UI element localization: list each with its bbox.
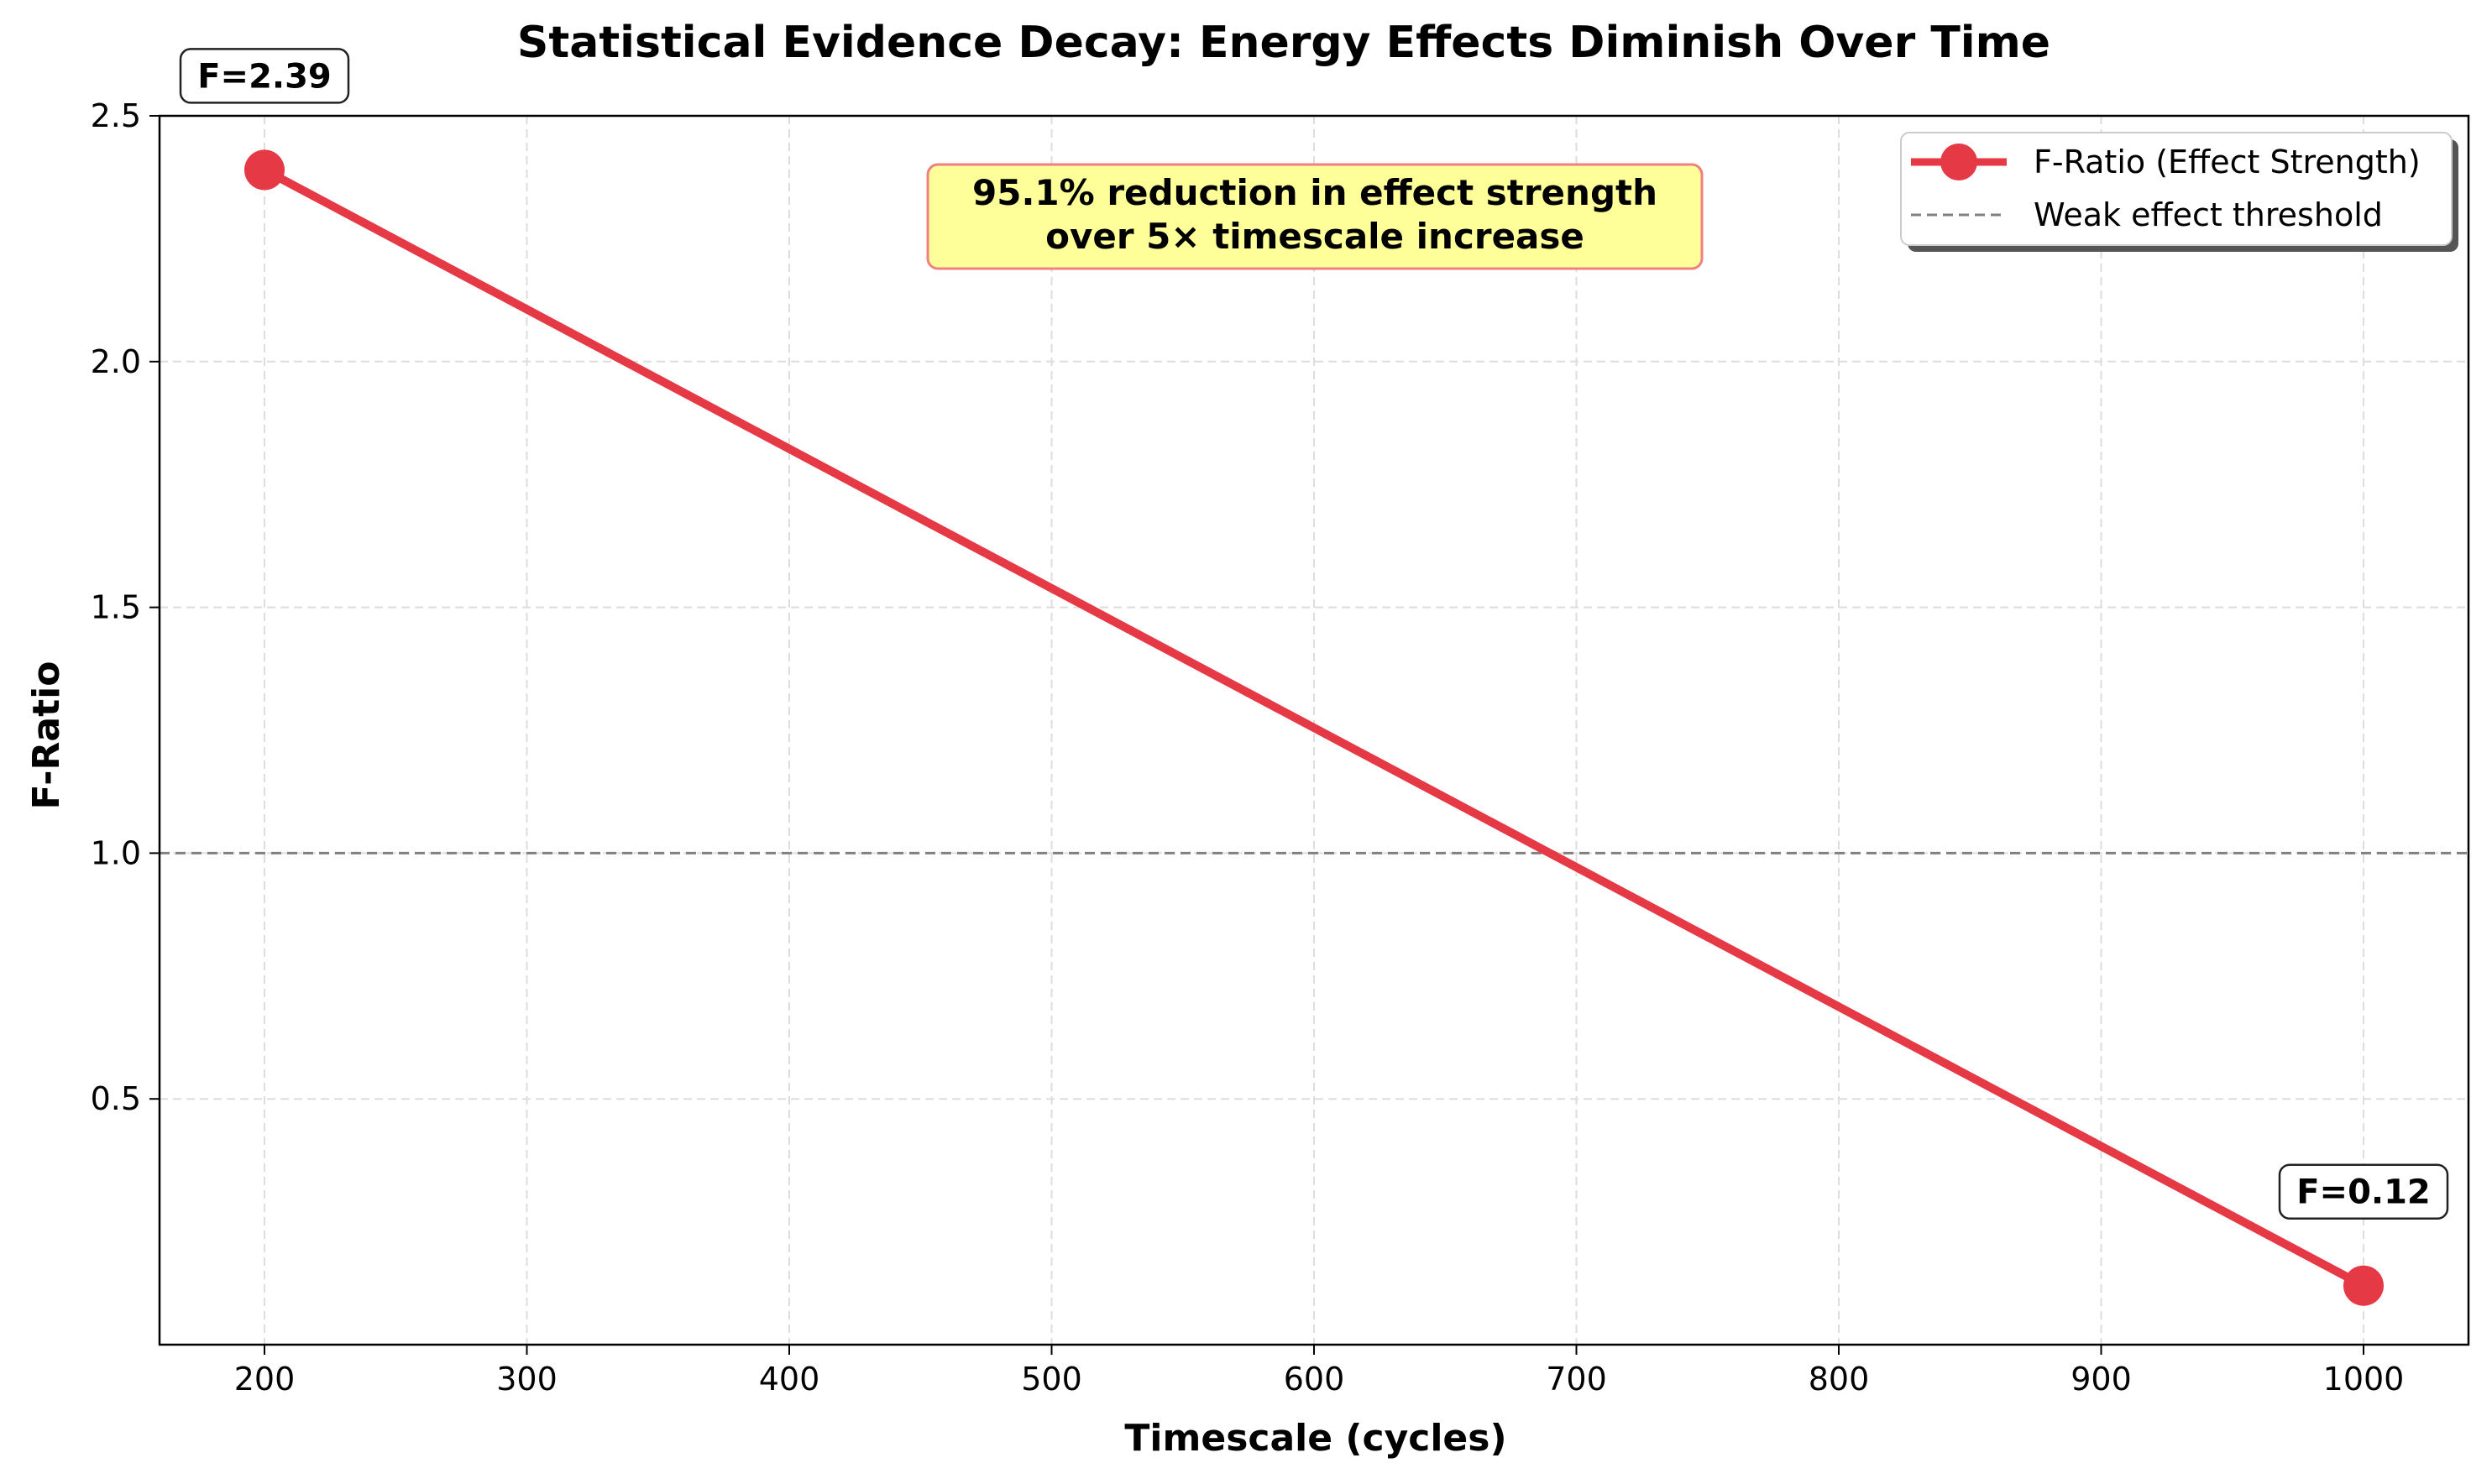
- legend: F-Ratio (Effect Strength) Weak effect th…: [1900, 132, 2458, 252]
- annotation-line-2: over 5× timescale increase: [1045, 216, 1584, 257]
- annotation-box: 95.1% reduction in effect strength over …: [926, 163, 1704, 270]
- y-tick-label: 2.5: [91, 97, 141, 134]
- point-label: F=2.39: [197, 57, 332, 96]
- legend-series-marker: [1940, 144, 1977, 180]
- y-tick-label: 0.5: [91, 1080, 141, 1117]
- plot-frame: [158, 114, 2470, 1346]
- legend-threshold-label: Weak effect threshold: [2034, 196, 2383, 233]
- series-line: [260, 165, 2368, 1290]
- axes: 200 300 400 500 600 700 800 900 1000 0.5 1.0 1.5 2.0…: [91, 97, 2470, 1398]
- x-tick-label: 300: [496, 1361, 558, 1398]
- x-tick-label: 600: [1284, 1361, 1345, 1398]
- annotation-background: [926, 163, 1704, 270]
- data-point: [2343, 1265, 2384, 1306]
- y-tick-label: 1.0: [91, 834, 141, 871]
- x-tick-label: 800: [1809, 1361, 1870, 1398]
- x-tick-label: 200: [234, 1361, 296, 1398]
- x-axis-label: Timescale (cycles): [1124, 1417, 1506, 1460]
- series-layer: [244, 149, 2384, 1306]
- x-tick-label: 700: [1546, 1361, 1607, 1398]
- point-labels: F=2.39 F=0.12: [179, 48, 2449, 1220]
- x-tick-label: 500: [1021, 1361, 1082, 1398]
- chart-title: Statistical Evidence Decay: Energy Effec…: [517, 18, 2050, 68]
- point-label-box: [2278, 1163, 2449, 1220]
- point-label: F=0.12: [2296, 1173, 2431, 1212]
- x-tick-label: 400: [759, 1361, 820, 1398]
- x-tick-label: 900: [2071, 1361, 2132, 1398]
- legend-frame: [1900, 132, 2453, 246]
- y-tick-label: 2.0: [91, 343, 141, 380]
- y-axis-label: F-Ratio: [25, 661, 68, 810]
- y-tick-label: 1.5: [91, 589, 141, 626]
- x-tick-label: 1000: [2323, 1361, 2405, 1398]
- point-label-box: [179, 48, 350, 104]
- annotation-line-1: 95.1% reduction in effect strength: [972, 172, 1657, 213]
- legend-series-label: F-Ratio (Effect Strength): [2034, 144, 2421, 180]
- data-point: [244, 149, 285, 191]
